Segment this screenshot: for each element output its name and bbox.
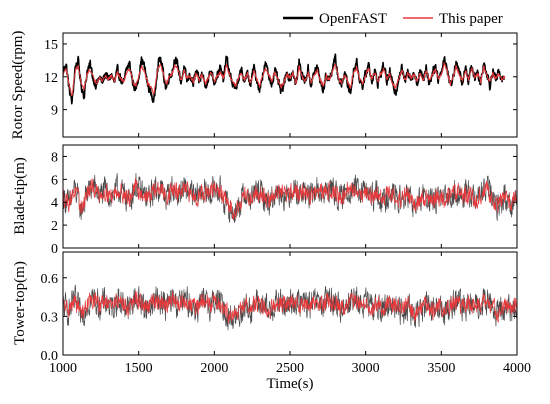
x-tick-label: 1000 (49, 361, 77, 376)
blade-series-group (63, 172, 517, 224)
x-tick-label: 3000 (352, 361, 380, 376)
legend-label-openfast: OpenFAST (319, 11, 387, 27)
y-tick-label: 0.3 (41, 310, 59, 325)
tower-series-group (63, 284, 517, 331)
y-tick-label: 15 (44, 38, 58, 53)
series-line-tower-this-paper (63, 291, 517, 324)
x-tick-label: 4000 (503, 361, 531, 376)
series-line-rotor-this-paper (63, 62, 506, 97)
rotor-x-ticks (62, 33, 518, 137)
ylabel-rotor-speed: Rotor Speed(rpm) (10, 31, 26, 140)
x-tick-label: 3500 (427, 361, 455, 376)
panel-rotor-speed: Rotor Speed(rpm) 9 12 15 (10, 31, 518, 140)
rotor-series-group (63, 53, 506, 105)
panel-blade-tip: Blade-tip(m) 0 2 4 6 8 (12, 144, 518, 257)
x-tick-label: 2000 (200, 361, 228, 376)
series-line-blade-this-paper (63, 177, 517, 221)
rotor-y-ticks: 9 12 15 (44, 38, 517, 119)
tower-plot-frame (62, 251, 518, 356)
rotor-plot-frame (62, 32, 518, 138)
series-line-tower-openfast (63, 284, 517, 331)
xlabel: Time(s) (267, 376, 314, 392)
ylabel-tower-top: Tower-top(m) (12, 261, 28, 345)
y-tick-label: 0.6 (41, 272, 59, 287)
y-tick-label: 2 (51, 219, 58, 234)
y-tick-label: 9 (51, 104, 58, 119)
ylabel-blade-tip: Blade-tip(m) (12, 157, 28, 234)
x-tick-label: 2500 (276, 361, 304, 376)
panel-tower-top: Tower-top(m) 0.0 0.3 0.6 (12, 251, 518, 364)
blade-plot-frame (62, 144, 518, 249)
y-tick-label: 12 (44, 71, 58, 86)
legend-label-this-paper: This paper (439, 11, 503, 27)
y-tick-label: 0.0 (41, 349, 59, 364)
x-tick-label: 1500 (125, 361, 153, 376)
tower-y-ticks: 0.0 0.3 0.6 (41, 272, 517, 364)
y-tick-label: 6 (51, 173, 58, 188)
y-tick-label: 0 (51, 242, 58, 257)
y-tick-label: 4 (51, 196, 58, 211)
x-tick-labels: 1000 1500 2000 2500 3000 3500 4000 (49, 361, 531, 376)
legend: OpenFAST This paper (283, 11, 503, 27)
y-tick-label: 8 (51, 150, 58, 165)
